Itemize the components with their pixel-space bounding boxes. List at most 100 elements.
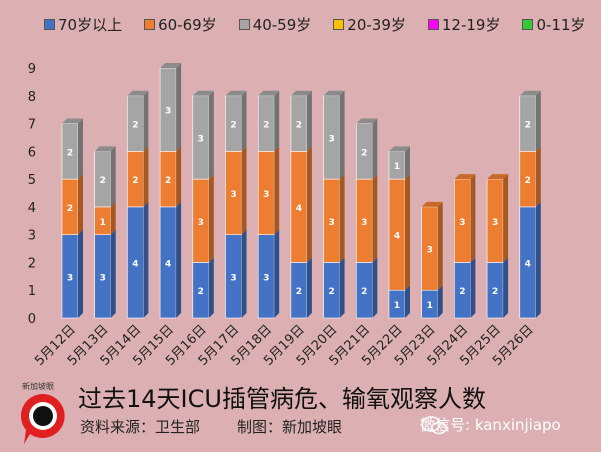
data-label: 2 [230,121,236,131]
data-label: 2 [296,287,302,297]
chart-title: 过去14天ICU插管病危、输氧观察人数 [78,385,486,413]
data-label: 2 [361,148,367,158]
data-label: 3 [198,218,204,228]
legend-swatch [333,19,345,30]
svg-text:新加坡眼: 新加坡眼 [22,381,54,391]
bar-side [208,90,214,180]
bar-side [274,229,280,318]
bar-side [405,146,410,180]
bar-side [470,174,476,263]
data-label: 3 [328,134,334,144]
legend-label: 20-39岁 [347,16,406,34]
bar-top [127,90,149,96]
bar-side [176,201,182,318]
data-label: 1 [427,301,433,311]
data-label: 3 [230,190,236,200]
legend-label: 70岁以上 [58,16,123,34]
bar-side [437,285,443,318]
data-label: 3 [263,273,269,283]
y-tick-label: 4 [28,201,36,216]
bar-side [372,174,378,263]
data-label: 4 [132,259,138,269]
bar-side [306,90,312,152]
data-label: 2 [198,287,204,297]
legend-item: 0-11岁 [522,14,586,35]
bar-side [274,90,280,152]
bar-side [372,118,378,180]
y-tick-label: 3 [28,229,36,244]
data-label: 2 [296,121,302,131]
bar-side [437,201,443,291]
y-tick-label: 0 [28,312,36,327]
bar-top [356,118,378,124]
data-label: 2 [492,287,498,297]
legend-label: 60-69岁 [158,16,217,34]
data-label: 2 [67,204,73,214]
y-tick-label: 2 [28,256,36,271]
data-label: 3 [100,273,106,283]
bar-side [78,118,83,180]
bar-side [339,174,345,263]
bar-side [339,257,345,318]
data-label: 2 [132,121,138,131]
data-label: 1 [100,218,106,228]
data-label: 2 [459,287,465,297]
legend-swatch [427,19,439,30]
bar-side [176,146,182,207]
bar-side [143,201,149,318]
data-label: 1 [394,162,400,172]
data-label: 2 [525,176,531,186]
bar-side [535,90,541,152]
bar-top [454,174,476,180]
data-label: 3 [427,246,433,256]
bar-side [78,229,83,318]
legend-item: 12-19岁 [427,14,500,35]
data-label: 2 [328,287,334,297]
bar-top [389,146,410,152]
legend-item: 20-39岁 [333,14,406,35]
bar-side [503,174,509,263]
data-label: 2 [525,121,531,131]
data-label: 3 [230,273,236,283]
wechat-id: 微信号: kanxinjiapo [420,414,561,435]
bar-top [192,90,214,96]
y-tick-label: 8 [28,90,36,105]
legend-swatch [522,19,534,30]
bar-side [306,146,312,263]
bar-top [290,90,312,96]
bar-side [143,146,149,207]
legend-label: 40-59岁 [252,16,312,34]
bar-side [306,257,312,318]
bar-top [487,174,509,180]
bar-side [503,257,509,318]
y-tick-label: 6 [28,145,36,160]
data-label: 4 [165,259,171,269]
bar-side [241,90,247,152]
y-tick-label: 9 [28,62,36,77]
legend-swatch [144,19,156,30]
data-label: 2 [263,121,269,131]
data-label: 2 [165,176,171,186]
y-tick-label: 1 [28,284,36,299]
bar-top [258,90,280,96]
data-label: 3 [459,218,465,228]
bar-side [110,229,116,318]
data-label: 3 [165,107,171,117]
data-label: 2 [100,176,106,186]
legend-swatch [238,19,250,30]
logo-icon: 新加坡眼 [20,381,65,444]
y-tick-label: 7 [28,118,36,133]
bar-side [274,146,280,235]
data-label: 2 [361,287,367,297]
bar-side [208,257,214,318]
data-label: 4 [525,259,531,269]
legend-item: 40-59岁 [238,14,312,35]
bar-side [110,201,116,235]
bar-side [208,174,214,263]
wechat-icon [421,416,447,435]
bar-side [372,257,378,318]
bar-side [143,90,149,152]
bar-side [176,63,182,152]
data-label: 3 [263,190,269,200]
